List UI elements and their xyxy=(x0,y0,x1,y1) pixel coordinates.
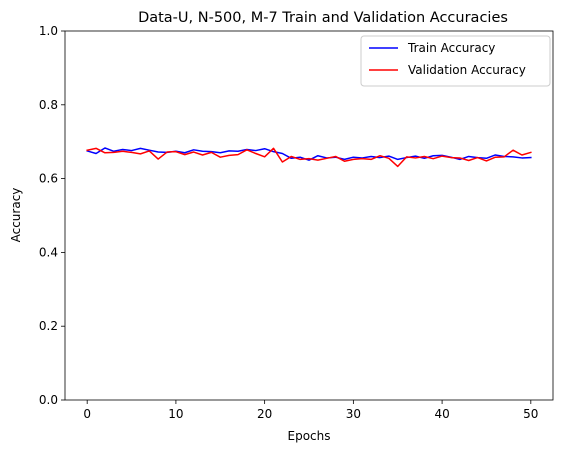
validation-accuracy-line xyxy=(86,147,532,168)
train-accuracy-line xyxy=(86,147,532,161)
plot-area xyxy=(65,31,553,400)
y-axis-label: Accuracy xyxy=(9,188,23,243)
y-tick-label: 0.0 xyxy=(39,393,58,407)
x-tick-label: 50 xyxy=(523,407,538,421)
y-tick-label: 0.6 xyxy=(39,172,58,186)
y-tick-label: 1.0 xyxy=(39,24,58,38)
x-tick-label: 0 xyxy=(83,407,91,421)
legend: Train Accuracy Validation Accuracy xyxy=(360,35,551,87)
series-layer xyxy=(86,147,532,168)
x-tick-label: 40 xyxy=(434,407,449,421)
x-tick-label: 10 xyxy=(168,407,183,421)
legend-label-validation: Validation Accuracy xyxy=(408,63,526,77)
chart-title: Data-U, N-500, M-7 Train and Validation … xyxy=(138,10,508,26)
legend-box xyxy=(360,35,551,87)
x-tick-label: 30 xyxy=(346,407,361,421)
plot-background xyxy=(65,31,553,400)
plot-frame xyxy=(64,30,554,401)
axis-ticks: 0 10 20 30 40 50 0.0 0.2 0.4 0.6 0.8 1.0 xyxy=(39,24,539,421)
x-axis-label: Epochs xyxy=(288,429,331,443)
x-tick-label: 20 xyxy=(257,407,272,421)
legend-label-train: Train Accuracy xyxy=(407,41,495,55)
y-tick-label: 0.2 xyxy=(39,319,58,333)
plot-border xyxy=(64,30,554,401)
y-tick-label: 0.4 xyxy=(39,245,58,259)
y-tick-label: 0.8 xyxy=(39,98,58,112)
